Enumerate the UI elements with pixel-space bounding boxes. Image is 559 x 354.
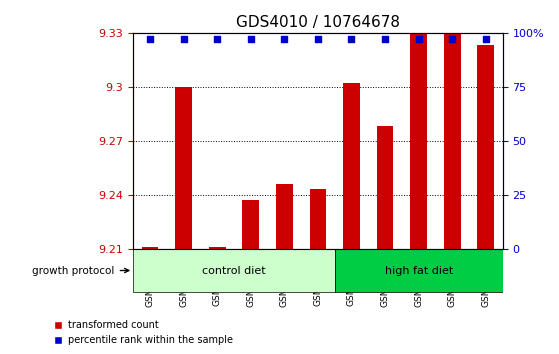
Bar bbox=[141, 247, 158, 249]
Point bbox=[145, 36, 154, 42]
Bar bbox=[209, 247, 225, 249]
Point bbox=[247, 36, 255, 42]
Point bbox=[481, 36, 490, 42]
Bar bbox=[310, 189, 326, 249]
Bar bbox=[335, 249, 503, 292]
Point bbox=[212, 36, 221, 42]
Point bbox=[414, 36, 423, 42]
Point bbox=[280, 36, 289, 42]
Bar bbox=[444, 27, 461, 249]
Bar bbox=[377, 126, 394, 249]
Point bbox=[314, 36, 323, 42]
Text: growth protocol: growth protocol bbox=[32, 266, 129, 275]
Title: GDS4010 / 10764678: GDS4010 / 10764678 bbox=[236, 15, 400, 30]
Bar bbox=[276, 184, 293, 249]
Point bbox=[381, 36, 390, 42]
Point bbox=[347, 36, 356, 42]
Bar bbox=[175, 87, 192, 249]
Legend: transformed count, percentile rank within the sample: transformed count, percentile rank withi… bbox=[50, 316, 237, 349]
Text: high fat diet: high fat diet bbox=[385, 266, 453, 275]
Bar bbox=[410, 27, 427, 249]
Point bbox=[179, 36, 188, 42]
Bar bbox=[133, 249, 335, 292]
Bar bbox=[477, 45, 494, 249]
Bar bbox=[343, 83, 360, 249]
Point bbox=[448, 36, 457, 42]
Text: control diet: control diet bbox=[202, 266, 266, 275]
Bar bbox=[242, 200, 259, 249]
